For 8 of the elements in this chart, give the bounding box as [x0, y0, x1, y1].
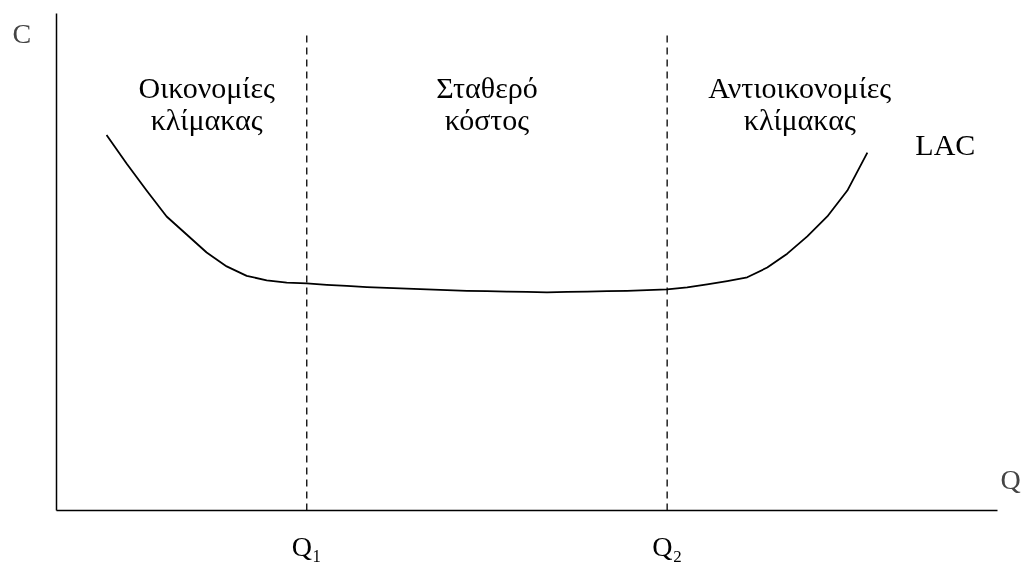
annotation: Αντιοικονομίες κλίμακας: [708, 70, 892, 137]
series-label: LAC: [915, 128, 976, 162]
y-axis-title: C: [12, 18, 32, 49]
annotation: Οικονομίες κλίμακας: [138, 70, 275, 137]
x-tick-label: Q₂: [652, 530, 683, 562]
x-tick-label: Q₁: [291, 530, 322, 562]
x-axis-title: Q: [1000, 464, 1021, 495]
annotation: Σταθερό κόστος: [436, 70, 538, 137]
